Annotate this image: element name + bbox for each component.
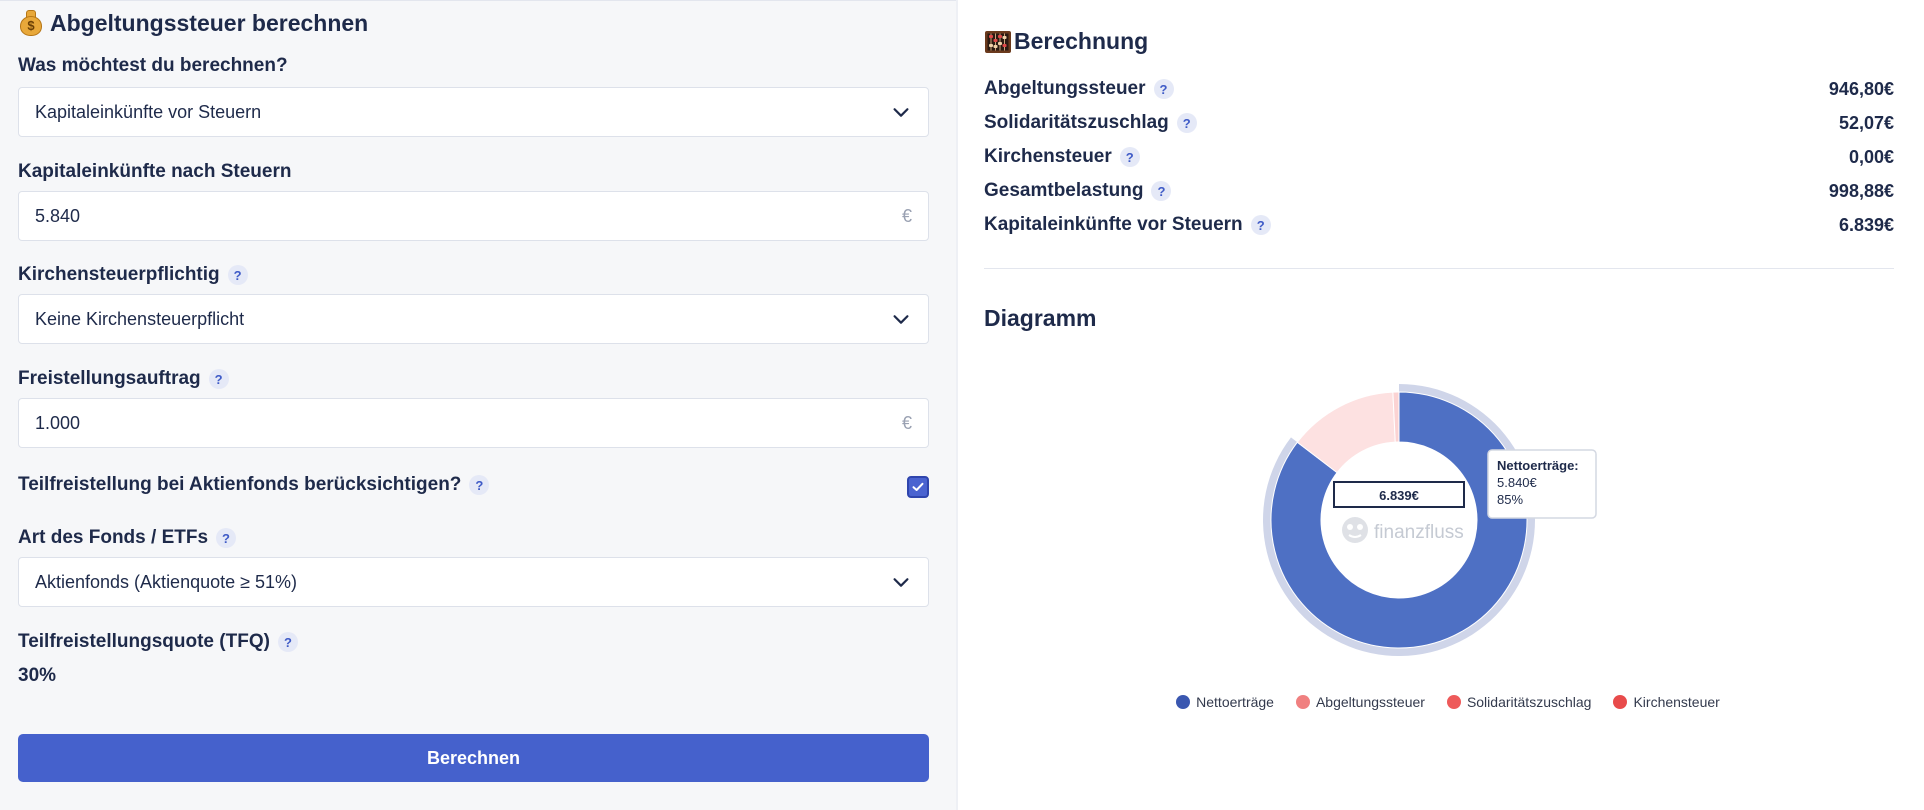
chevron-down-icon — [893, 578, 909, 587]
chevron-down-icon — [893, 108, 909, 117]
church-tax-select[interactable]: Keine Kirchensteuerpflicht — [18, 294, 929, 344]
legend-item[interactable]: Abgeltungssteuer — [1295, 694, 1425, 710]
partial-exemption-checkbox[interactable] — [907, 476, 929, 498]
income-label: Kapitaleinkünfte nach Steuern — [18, 161, 292, 182]
result-label: Abgeltungssteuer — [984, 78, 1146, 99]
form-title: $ Abgeltungssteuer berechnen — [18, 9, 368, 37]
help-icon[interactable]: ? — [469, 475, 490, 495]
result-row: Abgeltungssteuer? 946,80€ — [984, 72, 1894, 106]
abacus-icon — [985, 30, 1011, 53]
fund-type-label: Art des Fonds / ETFs ? — [18, 527, 237, 549]
watermark: finanzfluss — [1374, 522, 1464, 543]
income-value: 5.840 — [35, 205, 81, 226]
chevron-down-icon — [893, 315, 909, 324]
calc-type-value: Kapitaleinkünfte vor Steuern — [35, 101, 262, 122]
legend-dot-icon — [1176, 695, 1191, 709]
divider — [984, 268, 1894, 269]
tooltip-title: Nettoerträge: — [1497, 458, 1579, 473]
help-icon[interactable]: ? — [1119, 147, 1140, 167]
slice-2[interactable] — [1392, 391, 1400, 443]
help-icon[interactable]: ? — [277, 632, 298, 652]
diagram-title: Diagramm — [984, 305, 1097, 331]
chart-legend: Nettoerträge Abgeltungssteuer Solidaritäts… — [1158, 694, 1738, 710]
legend-label: Solidaritätszuschlag — [1466, 694, 1592, 710]
result-panel: Berechnung Abgeltungssteuer? 946,80€ Sol… — [958, 0, 1924, 810]
legend-item[interactable]: Solidaritätszuschlag — [1446, 694, 1592, 710]
calculate-button[interactable]: Berechnen — [18, 734, 929, 782]
donut-chart[interactable]: 6.839€ finanzfluss Nettoerträge: 5.840€ … — [1204, 330, 1644, 690]
legend-dot-icon — [1613, 695, 1628, 709]
church-tax-label: Kirchensteuerpflichtig ? — [18, 264, 248, 286]
church-tax-value: Keine Kirchensteuerpflicht — [35, 308, 245, 329]
finanzfluss-logo-icon — [1342, 517, 1368, 543]
fund-type-value: Aktienfonds (Aktienquote ≥ 51%) — [35, 571, 298, 592]
form-title-text: Abgeltungssteuer berechnen — [50, 9, 369, 36]
help-icon[interactable]: ? — [208, 369, 229, 389]
allowance-label: Freistellungsauftrag ? — [18, 368, 229, 390]
calc-type-select[interactable]: Kapitaleinkünfte vor Steuern — [18, 87, 929, 137]
calculator-form-panel: $ Abgeltungssteuer berechnen Was möchtes… — [0, 0, 956, 810]
legend-dot-icon — [1446, 695, 1461, 709]
result-value: 6.839€ — [1838, 214, 1894, 235]
center-value-box — [1333, 481, 1465, 508]
result-label: Kirchensteuer — [984, 146, 1112, 167]
tfq-label: Teilfreistellungsquote (TFQ) ? — [18, 631, 298, 653]
slice-0[interactable] — [1270, 391, 1528, 649]
help-icon[interactable]: ? — [1176, 113, 1197, 133]
result-label: Solidaritätszuschlag — [984, 112, 1169, 133]
result-value: 0,00€ — [1848, 146, 1894, 167]
result-value: 52,07€ — [1838, 112, 1894, 133]
euro-icon: € — [901, 412, 912, 433]
result-value: 946,80€ — [1828, 78, 1894, 99]
legend-label: Abgeltungssteuer — [1315, 694, 1425, 710]
legend-dot-icon — [1295, 695, 1310, 709]
fund-type-select[interactable]: Aktienfonds (Aktienquote ≥ 51%) — [18, 557, 929, 607]
result-title-text: Berechnung — [1014, 28, 1149, 54]
legend-item[interactable]: Kirchensteuer — [1613, 694, 1720, 710]
legend-label: Nettoerträge — [1196, 694, 1274, 710]
result-list: Abgeltungssteuer? 946,80€ Solidaritätszu… — [984, 72, 1894, 242]
result-value: 998,88€ — [1828, 180, 1894, 201]
partial-exemption-label: Teilfreistellung bei Aktienfonds berücks… — [18, 474, 490, 496]
help-icon[interactable]: ? — [1153, 79, 1174, 99]
help-icon[interactable]: ? — [1151, 181, 1172, 201]
help-icon[interactable]: ? — [227, 265, 248, 285]
income-input[interactable]: 5.840 € — [18, 191, 929, 241]
tooltip-value: 5.840€ — [1497, 475, 1538, 490]
result-row: Gesamtbelastung? 998,88€ — [984, 174, 1894, 208]
legend-label: Kirchensteuer — [1633, 694, 1720, 710]
money-bag-icon: $ — [18, 9, 44, 37]
tooltip-percent: 85% — [1497, 492, 1523, 507]
chart-tooltip: Nettoerträge: 5.840€ 85% — [1487, 449, 1597, 519]
legend-item[interactable]: Nettoerträge — [1176, 694, 1274, 710]
allowance-input[interactable]: 1.000 € — [18, 398, 929, 448]
help-icon[interactable]: ? — [216, 528, 237, 548]
result-label: Kapitaleinkünfte vor Steuern — [984, 214, 1243, 235]
result-row: Kirchensteuer? 0,00€ — [984, 140, 1894, 174]
result-row: Kapitaleinkünfte vor Steuern? 6.839€ — [984, 208, 1894, 242]
help-icon[interactable]: ? — [1250, 215, 1271, 235]
calc-type-label: Was möchtest du berechnen? — [18, 55, 288, 76]
euro-icon: € — [901, 205, 912, 226]
allowance-value: 1.000 — [35, 412, 81, 433]
result-row: Solidaritätszuschlag? 52,07€ — [984, 106, 1894, 140]
result-label: Gesamtbelastung — [984, 180, 1144, 201]
tfq-value: 30% — [18, 665, 57, 686]
result-title: Berechnung — [984, 28, 1148, 55]
center-value: 6.839€ — [1379, 488, 1419, 503]
checkmark-icon — [912, 482, 924, 491]
